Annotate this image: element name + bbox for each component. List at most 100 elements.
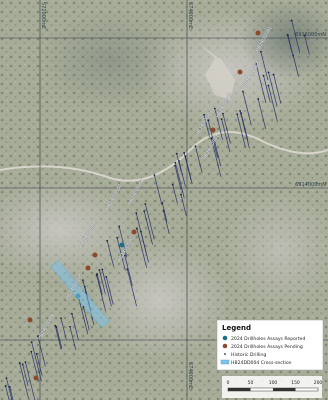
- cross-section: [50, 259, 110, 329]
- drill-trace: [144, 203, 155, 240]
- drill-trace: [124, 255, 133, 286]
- drill-trace: [19, 363, 29, 399]
- legend-title: Legend: [222, 324, 251, 332]
- assay-hole: [131, 229, 137, 235]
- drill-trace: [83, 306, 90, 331]
- drill-trace: [56, 326, 63, 349]
- drill-trace: [210, 138, 222, 177]
- drill-trace: [54, 325, 62, 350]
- grid-labels: 572000mE 574000mE 6916000mN 6914000mN 57…: [40, 2, 326, 389]
- drill-trace: [5, 385, 10, 400]
- drill-trace: [214, 108, 223, 140]
- drill-trace: [116, 237, 126, 271]
- grid-label: 574000mE: [187, 2, 193, 29]
- collar: [286, 33, 289, 36]
- collar: [194, 145, 197, 148]
- drilling: [4, 19, 310, 400]
- drill-trace: [268, 72, 278, 107]
- legend-symbol: [224, 353, 226, 355]
- collar: [262, 74, 265, 77]
- collar: [54, 324, 57, 327]
- drill-trace: [106, 240, 115, 267]
- drill-trace: [292, 55, 299, 77]
- collar: [171, 183, 174, 186]
- collar: [8, 385, 11, 388]
- collar: [259, 50, 262, 53]
- grid-label: 572000mE: [40, 2, 46, 29]
- drill-trace: [71, 313, 79, 340]
- drill-trace: [163, 210, 170, 235]
- drill-trace: [221, 119, 231, 152]
- collar: [5, 377, 8, 380]
- drill-trace: [178, 160, 186, 187]
- collar: [139, 230, 142, 233]
- legend-symbol: [220, 359, 230, 365]
- drill-trace: [96, 275, 107, 312]
- collar: [60, 317, 62, 320]
- drill-trace: [69, 326, 77, 350]
- collar: [143, 210, 146, 213]
- drill-trace: [242, 91, 252, 126]
- collar: [135, 212, 138, 215]
- collar: [69, 325, 71, 328]
- drill-trace: [36, 353, 43, 376]
- collar: [236, 113, 239, 116]
- drill-trace: [101, 269, 112, 307]
- legend-item: Historic Drilling: [231, 352, 266, 358]
- collar: [213, 107, 216, 110]
- collar: [175, 152, 178, 155]
- collar: [162, 209, 165, 212]
- drill-trace: [9, 386, 14, 400]
- collar: [174, 161, 177, 164]
- legend-item: HB24DD004 Cross-section: [231, 360, 292, 366]
- drill-trace: [184, 155, 193, 185]
- collar: [153, 174, 156, 177]
- scale-label: 200: [314, 380, 323, 386]
- drill-trace: [207, 120, 218, 158]
- road: [0, 131, 328, 182]
- drill-trace: [174, 165, 182, 191]
- drill-trace: [25, 362, 36, 400]
- legend-item: 2024 Drillholes Assays Reported: [231, 336, 305, 342]
- drill-trace: [154, 175, 163, 206]
- collar: [222, 112, 224, 115]
- scale-label: 150: [291, 380, 300, 386]
- collar: [183, 151, 186, 154]
- collar: [118, 225, 121, 228]
- legend-symbol: [222, 335, 228, 341]
- collar: [272, 73, 275, 76]
- drill-trace: [136, 228, 148, 268]
- drill-trace: [222, 113, 231, 144]
- drill-trace: [174, 162, 185, 199]
- assay-hole: [27, 317, 33, 323]
- grid-label: 6916000mN: [295, 32, 326, 38]
- drill-trace: [291, 20, 301, 54]
- drill-trace: [126, 269, 137, 307]
- drill-trace: [37, 336, 46, 367]
- scale-label: 0: [227, 380, 230, 386]
- collar: [255, 62, 257, 65]
- collar: [207, 119, 210, 122]
- collar: [144, 203, 147, 205]
- collar: [184, 155, 187, 157]
- drill-trace: [161, 202, 168, 222]
- legend-symbol: [222, 343, 228, 349]
- collar: [81, 279, 84, 281]
- collar: [257, 98, 260, 100]
- collar: [21, 363, 24, 366]
- drill-trace: [214, 142, 222, 167]
- grid-label: 6914000mN: [295, 182, 326, 188]
- collar: [210, 137, 213, 140]
- collar: [239, 109, 241, 112]
- drill-trace: [257, 98, 267, 130]
- drill-trace: [195, 146, 203, 174]
- collar: [180, 193, 182, 196]
- drill-trace: [176, 153, 182, 172]
- collar: [96, 273, 99, 275]
- legend: Legend 2024 Drillholes Assays Reported 2…: [216, 319, 324, 371]
- drill-trace: [60, 318, 67, 340]
- drill-trace: [118, 226, 128, 258]
- clearing: [200, 45, 235, 100]
